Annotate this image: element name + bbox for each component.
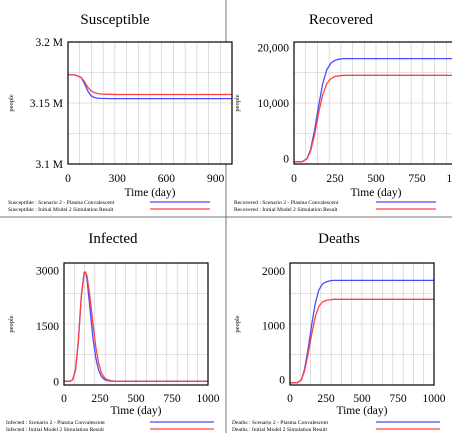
recovered-y-tick-label: 20,000 [257,43,289,55]
infected-y-tick-label: 3000 [36,265,59,277]
infected-series-line-initial-model-2 [64,271,208,382]
susceptible-plot-frame [67,41,233,165]
recovered-plot-frame [293,41,452,165]
susceptible-y-tick-label: 3.2 M [36,37,63,49]
deaths-y-axis-label: people [234,315,241,332]
susceptible-x-axis-label: Time (day) [124,187,175,199]
infected-panel: Infected 0 1500 3000 0 250 500 750 1000 Time (day… [6,231,220,433]
recovered-panel: Recovered 0 10,000 20,000 0 250 500 750 1000 Time… [234,12,452,213]
recovered-legend-label: Recovered : Scenario 2 - Plasma Convales… [234,200,339,206]
infected-y-tick-label: 0 [53,376,59,388]
infected-plot-frame [63,262,209,386]
recovered-x-axis-label: Time (day) [350,187,401,199]
deaths-legend-label: Deaths : Initial Model 2 Simulation Resu… [232,427,328,433]
infected-y-axis-label: people [8,315,15,332]
susceptible-legend-label: Susceptible : Initial Model 2 Simulation… [8,207,114,213]
recovered-y-tick-label: 10,000 [257,98,289,110]
infected-legend-label: Infected : Scenario 2 - Plasma Convalesc… [6,419,105,426]
infected-x-tick-label: 750 [163,393,181,405]
infected-x-tick-label: 0 [61,393,67,405]
infected-x-tick-label: 1000 [197,393,220,405]
deaths-y-tick-label: 2000 [262,266,285,278]
recovered-legend-label: Recovered : Initial Model 2 Simulation R… [234,207,338,213]
deaths-x-tick-label: 500 [353,393,371,405]
recovered-x-tick-label: 1000 [447,173,452,185]
susceptible-series-line-initial-model-2 [68,74,232,96]
deaths-x-tick-label: 250 [317,393,335,405]
deaths-x-tick-label: 1000 [423,393,446,405]
deaths-x-tick-label: 750 [389,393,407,405]
deaths-y-tick-label: 1000 [262,320,285,332]
deaths-x-axis-label: Time (day) [336,405,387,417]
deaths-x-tick-label: 0 [287,393,293,405]
infected-legend-label: Infected : Initial Model 2 Simulation Re… [6,426,104,433]
recovered-x-tick-label: 250 [326,173,344,185]
susceptible-x-tick-label: 900 [207,173,225,185]
recovered-y-axis-label: people [234,94,241,111]
recovered-x-tick-label: 0 [291,173,297,185]
infected-x-tick-label: 500 [127,393,145,405]
susceptible-x-tick-label: 0 [65,173,71,185]
recovered-x-tick-label: 750 [408,173,426,185]
deaths-plot-frame [289,262,435,386]
infected-y-tick-label: 1500 [36,321,59,333]
recovered-x-tick-label: 500 [367,173,385,185]
deaths-title: Deaths [318,231,360,247]
susceptible-x-tick-label: 600 [158,173,176,185]
susceptible-panel: Susceptible 3.1 M 3.15 M 3.2 M 0 300 600 900 Tim… [8,12,233,213]
recovered-series-line-initial-model-2 [294,74,452,163]
infected-title: Infected [88,231,138,247]
deaths-series-line-initial-model-2 [290,298,434,384]
recovered-title: Recovered [309,12,374,28]
deaths-legend-label: Deaths : Scenario 2 - Plasma Convalescen… [232,420,328,426]
susceptible-y-tick-label: 3.15 M [30,98,63,110]
infected-x-axis-label: Time (day) [110,405,161,417]
deaths-panel: Deaths 0 1000 2000 0 250 500 750 1000 Time (day) p… [232,231,446,433]
susceptible-x-tick-label: 300 [109,173,127,185]
infected-x-tick-label: 250 [91,393,109,405]
susceptible-legend-label: Susceptible : Scenario 2 - Plasma Conval… [8,200,115,206]
susceptible-title: Susceptible [80,12,149,28]
recovered-y-tick-label: 0 [283,153,289,165]
deaths-y-tick-label: 0 [279,375,285,387]
susceptible-y-tick-label: 3.1 M [36,159,63,171]
susceptible-y-axis-label: people [8,94,15,111]
